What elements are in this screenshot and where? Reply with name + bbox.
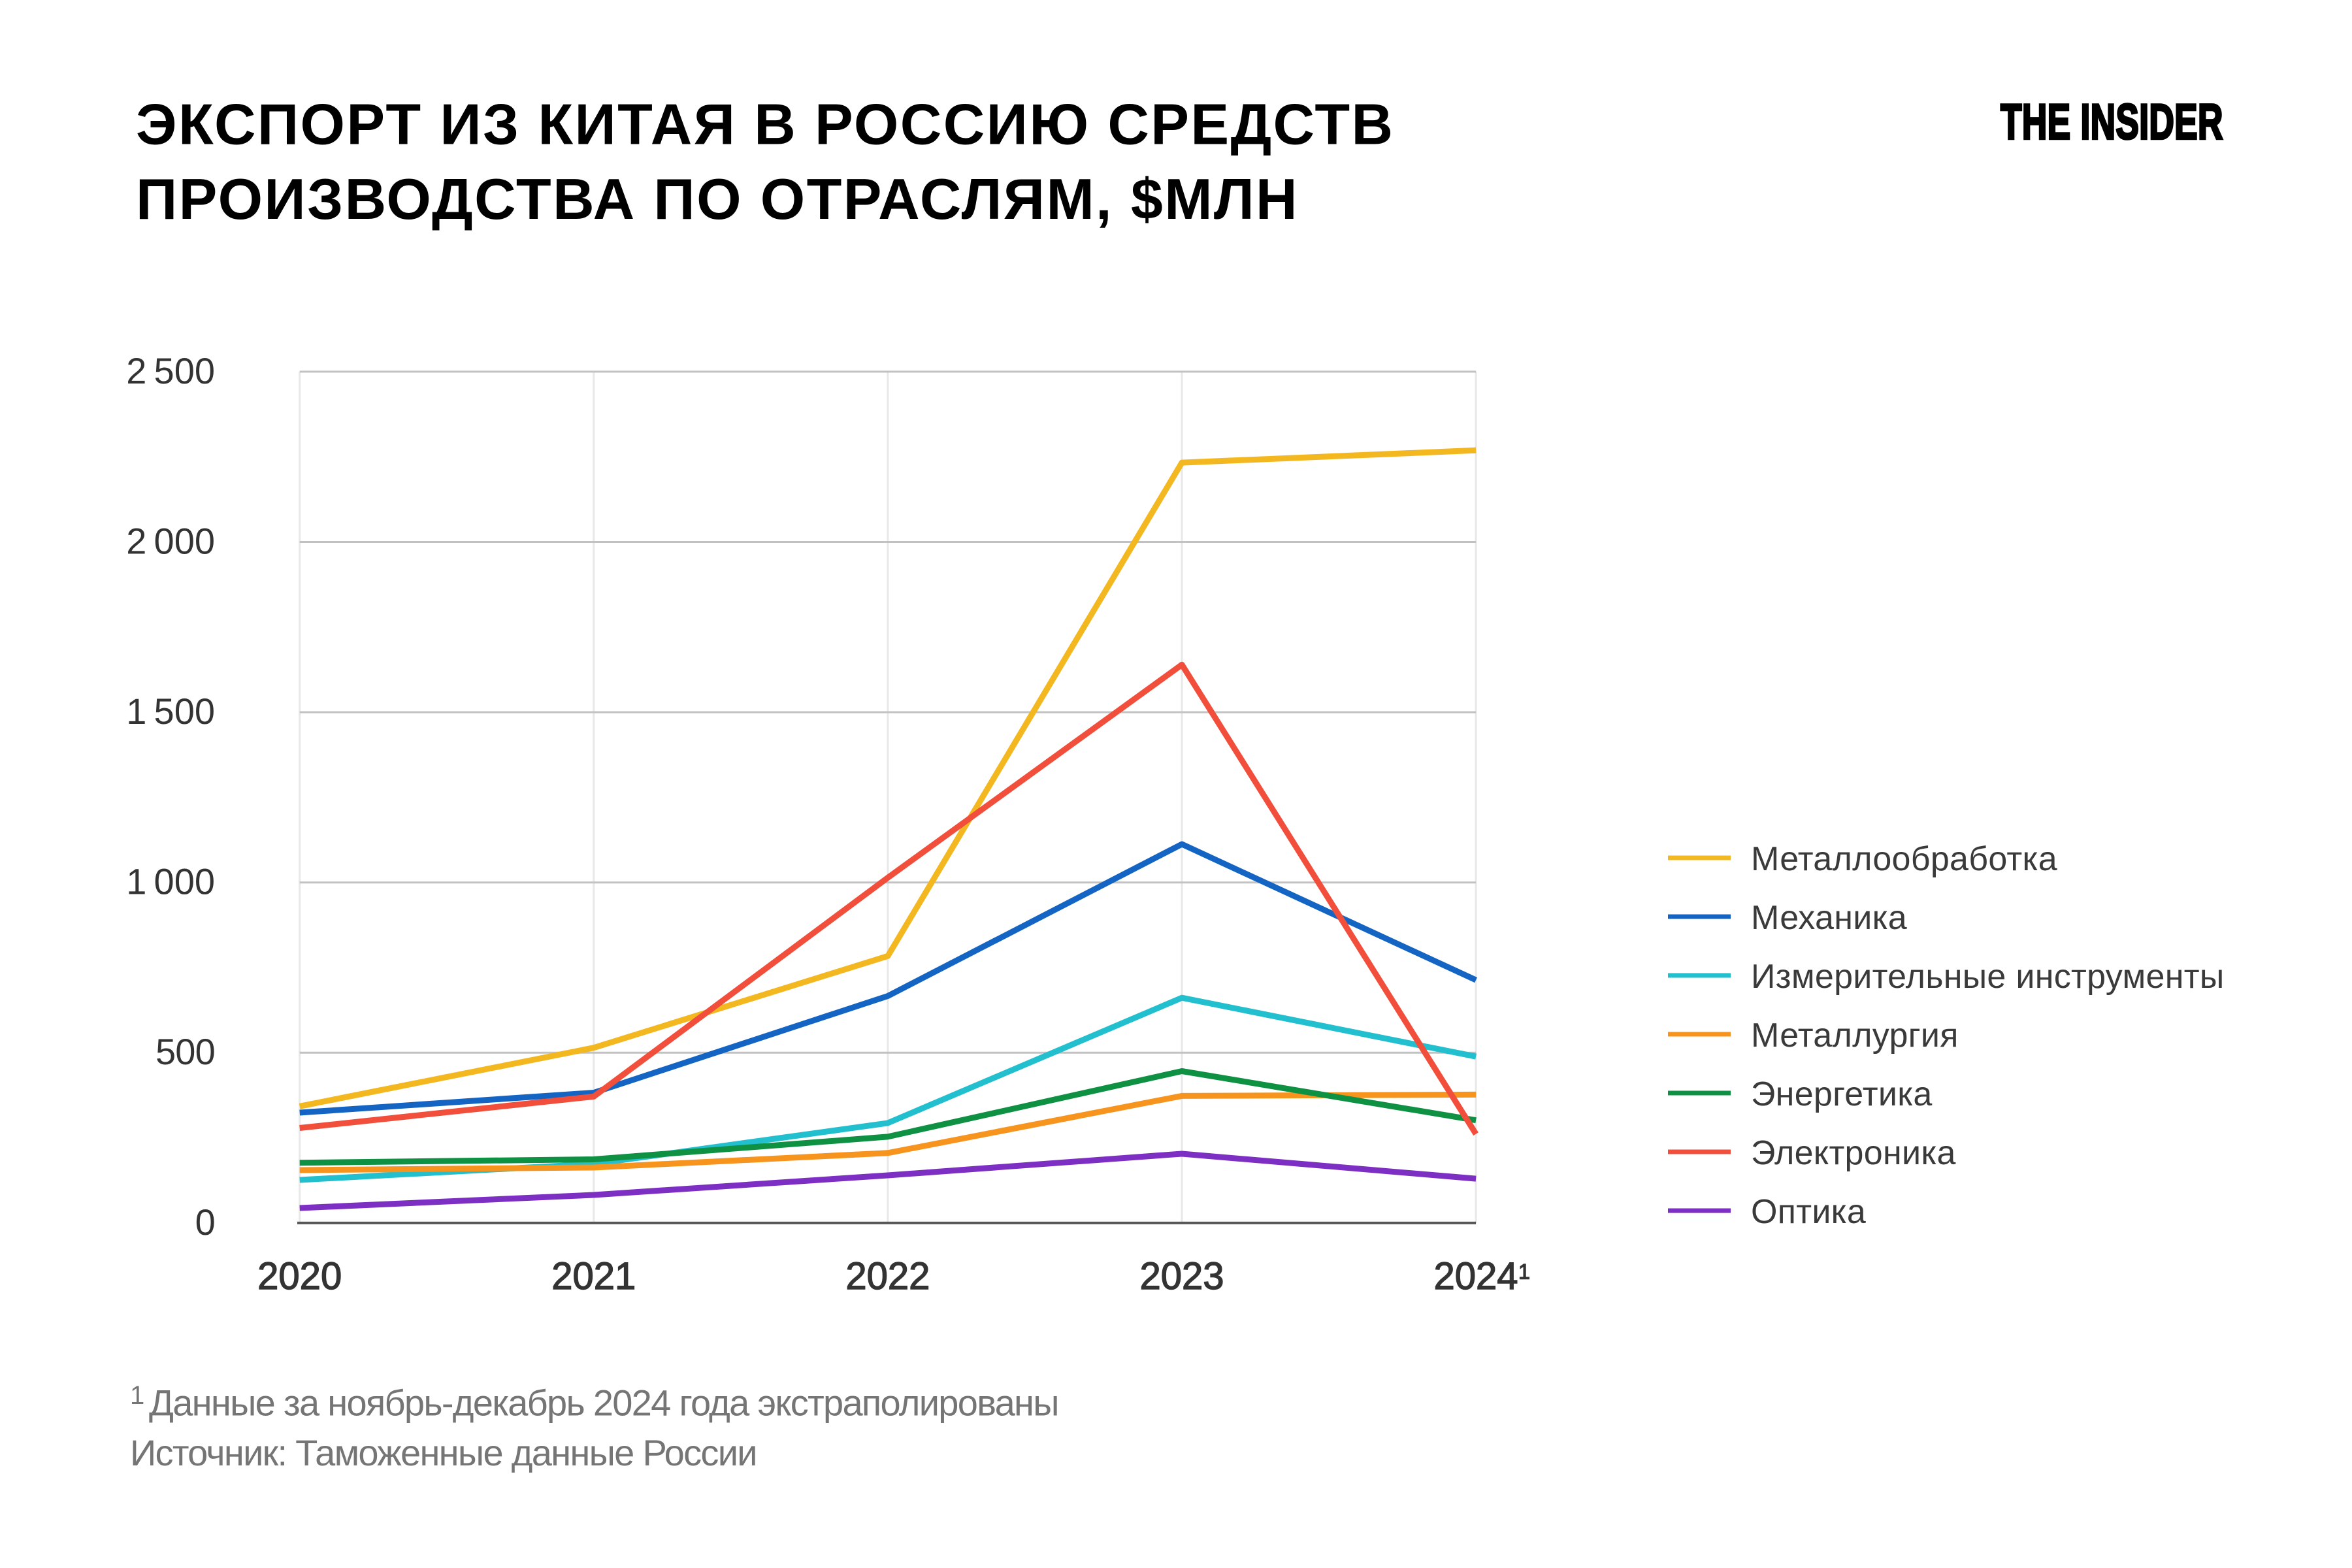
svg-text:2021: 2021 [551, 1255, 636, 1298]
svg-text:Металлургия: Металлургия [1751, 1017, 1959, 1054]
svg-text:2024: 2024 [1433, 1255, 1518, 1298]
svg-text:Данные за ноябрь-декабрь 2024: Данные за ноябрь-декабрь 2024 года экстр… [149, 1382, 1058, 1424]
svg-text:2020: 2020 [257, 1255, 342, 1298]
svg-text:2023: 2023 [1139, 1255, 1224, 1298]
svg-text:0: 0 [195, 1201, 215, 1243]
svg-text:Измерительные инструменты: Измерительные инструменты [1751, 958, 2225, 996]
svg-text:1: 1 [130, 1381, 144, 1410]
svg-text:2 500: 2 500 [126, 350, 215, 391]
svg-text:Энергетика: Энергетика [1751, 1075, 1933, 1113]
svg-text:2022: 2022 [845, 1255, 930, 1298]
svg-text:Оптика: Оптика [1751, 1193, 1866, 1231]
svg-text:1 500: 1 500 [126, 691, 215, 732]
svg-text:ПРОИЗВОДСТВА ПО ОТРАСЛЯМ, $МЛН: ПРОИЗВОДСТВА ПО ОТРАСЛЯМ, $МЛН [136, 167, 1299, 231]
svg-text:Источник: Таможенные данные Ро: Источник: Таможенные данные России [130, 1432, 757, 1473]
svg-text:Механика: Механика [1751, 899, 1907, 937]
svg-text:Металлообработка: Металлообработка [1751, 840, 2057, 878]
svg-text:500: 500 [155, 1031, 215, 1072]
svg-text:1 000: 1 000 [126, 861, 215, 902]
svg-text:ЭКСПОРТ ИЗ КИТАЯ В РОССИЮ СРЕД: ЭКСПОРТ ИЗ КИТАЯ В РОССИЮ СРЕДСТВ [136, 92, 1394, 157]
svg-text:2 000: 2 000 [126, 521, 215, 562]
svg-text:Электроника: Электроника [1751, 1134, 1956, 1172]
svg-text:1: 1 [1518, 1260, 1530, 1284]
svg-text:THE INSIDER: THE INSIDER [2001, 94, 2223, 150]
